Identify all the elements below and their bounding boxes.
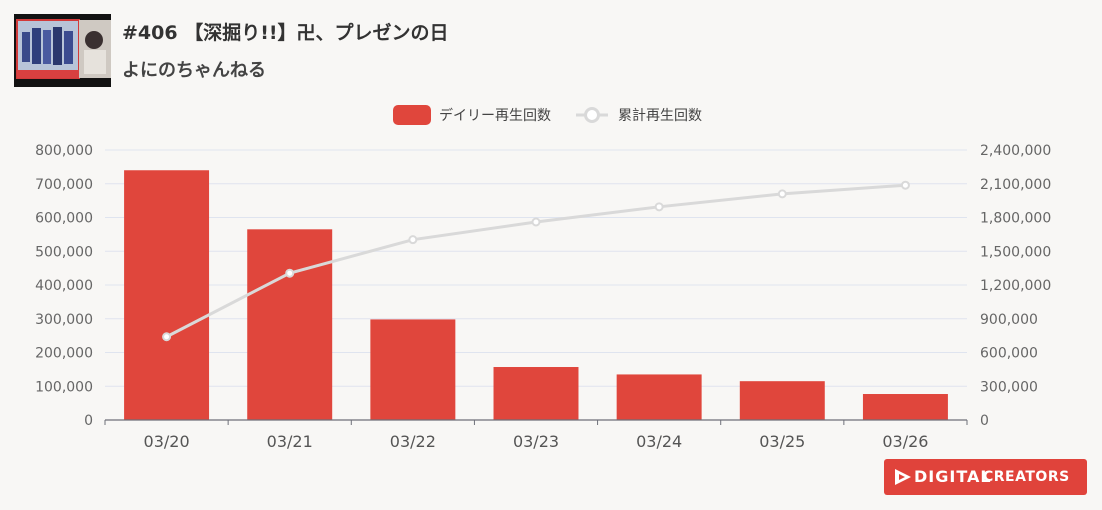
line-point	[531, 217, 541, 227]
bar-daily-views	[739, 381, 825, 420]
bar-daily-views	[124, 170, 210, 420]
thumbnail-image	[14, 14, 111, 87]
channel-name: よにのちゃんねる	[122, 60, 266, 81]
legend-label-cumulative: 累計再生回数	[618, 108, 702, 124]
y-left-tick-label: 100,000	[35, 379, 93, 395]
y-right-tick-label: 600,000	[980, 346, 1038, 362]
line-point	[162, 332, 172, 342]
bar-daily-views	[616, 374, 702, 420]
legend-swatch-marker	[584, 107, 600, 123]
y-right-tick-label: 300,000	[980, 379, 1038, 395]
y-left-tick-label: 400,000	[35, 278, 93, 294]
bar-daily-views	[493, 367, 579, 420]
x-tick-label: 03/21	[267, 432, 313, 451]
y-right-tick-label: 900,000	[980, 312, 1038, 328]
video-thumbnail[interactable]	[14, 14, 111, 87]
y-right-tick-label: 1,500,000	[980, 244, 1051, 260]
logo-brand-left: DIGITAL	[914, 467, 992, 486]
y-right-tick-label: 1,800,000	[980, 211, 1051, 227]
y-left-tick-label: 600,000	[35, 211, 93, 227]
x-tick-label: 03/22	[390, 432, 436, 451]
y-left-tick-label: 800,000	[35, 143, 93, 159]
x-tick-label: 03/25	[759, 432, 805, 451]
line-point	[285, 268, 295, 278]
line-point	[408, 235, 418, 245]
y-right-tick-label: 1,200,000	[980, 278, 1051, 294]
y-left-tick-label: 200,000	[35, 346, 93, 362]
x-tick-label: 03/23	[513, 432, 559, 451]
y-right-tick-label: 2,400,000	[980, 143, 1051, 159]
digital-creators-logo[interactable]: DIGITAL CREATORS	[884, 459, 1087, 495]
line-point	[900, 180, 910, 190]
y-left-tick-label: 300,000	[35, 312, 93, 328]
logo-brand-right: CREATORS	[983, 469, 1070, 485]
line-point	[777, 189, 787, 199]
bar-daily-views	[370, 319, 456, 420]
y-left-tick-label: 500,000	[35, 244, 93, 260]
y-left-tick-label: 0	[84, 413, 93, 429]
bar-daily-views	[862, 394, 948, 420]
legend-label-daily: デイリー再生回数	[439, 107, 551, 124]
x-tick-label: 03/24	[636, 432, 682, 451]
video-title: #406 【深掘り!!】卍、プレゼンの日	[122, 22, 449, 44]
bar-daily-views	[247, 229, 333, 420]
y-right-tick-label: 0	[980, 413, 989, 429]
x-tick-label: 03/20	[144, 432, 190, 451]
x-tick-label: 03/26	[882, 432, 928, 451]
play-logo-icon	[895, 469, 911, 485]
line-point	[654, 202, 664, 212]
y-right-tick-label: 2,100,000	[980, 177, 1051, 193]
y-left-tick-label: 700,000	[35, 177, 93, 193]
legend-swatch-daily	[393, 105, 431, 125]
